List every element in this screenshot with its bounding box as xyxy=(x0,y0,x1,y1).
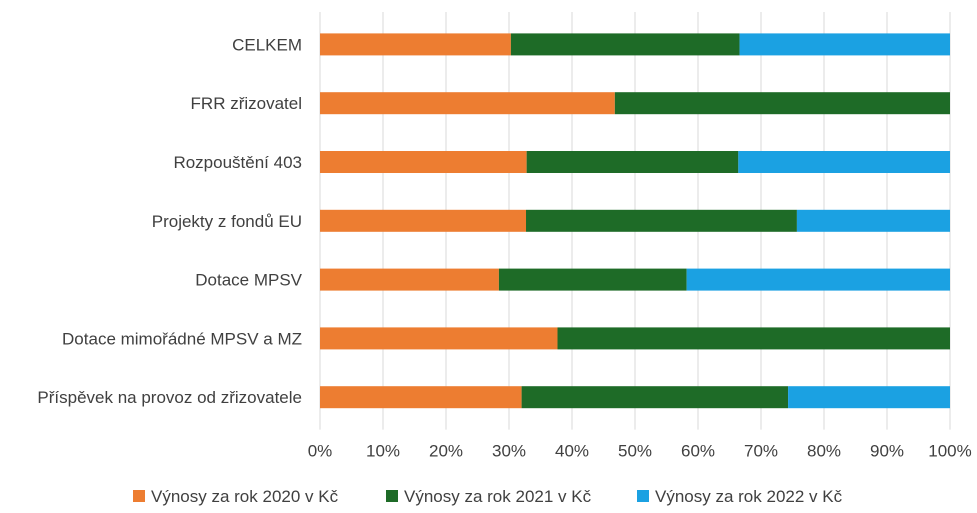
category-label: Rozpouštění 403 xyxy=(173,153,302,172)
bar-segment xyxy=(738,151,950,173)
x-tick-label: 20% xyxy=(429,442,463,461)
bar-segment xyxy=(526,151,739,173)
bar-segment xyxy=(320,33,511,56)
category-label: FRR zřizovatel xyxy=(191,94,302,113)
bar-segment xyxy=(320,327,558,350)
legend-item: Výnosy za rok 2020 v Kč xyxy=(133,487,339,506)
x-tick-label: 40% xyxy=(555,442,589,461)
x-tick-label: 10% xyxy=(366,442,400,461)
x-tick-label: 50% xyxy=(618,442,652,461)
x-tick-label: 30% xyxy=(492,442,526,461)
bar-segment xyxy=(739,33,950,56)
x-tick-label: 60% xyxy=(681,442,715,461)
x-tick-label: 80% xyxy=(807,442,841,461)
bar-segment xyxy=(510,33,740,56)
legend-swatch xyxy=(637,490,649,502)
bar-segment xyxy=(320,151,527,173)
legend-swatch xyxy=(133,490,145,502)
category-label: Dotace mimořádné MPSV a MZ xyxy=(62,329,302,348)
category-label: Projekty z fondů EU xyxy=(152,212,302,231)
bar-segment xyxy=(320,386,522,409)
legend-label: Výnosy za rok 2020 v Kč xyxy=(151,487,339,506)
category-label: Dotace MPSV xyxy=(195,271,302,290)
category-labels: CELKEM FRR zřizovatel Rozpouštění 403 Proje… xyxy=(37,35,302,407)
legend-label: Výnosy za rok 2021 v Kč xyxy=(404,487,592,506)
bar-segment xyxy=(686,268,950,291)
legend-label: Výnosy za rok 2022 v Kč xyxy=(655,487,843,506)
bar-segment xyxy=(614,92,950,115)
bar-segment xyxy=(557,327,950,350)
bar-segment xyxy=(498,268,687,291)
legend-item: Výnosy za rok 2022 v Kč xyxy=(637,487,843,506)
x-axis-tick-labels: 0% 10% 20% 30% 40% 50% 60% 70% 80% 90% 100% xyxy=(308,442,972,461)
bar-segment xyxy=(526,209,797,232)
x-tick-label: 100% xyxy=(928,442,971,461)
x-tick-label: 70% xyxy=(744,442,778,461)
x-tick-label: 90% xyxy=(870,442,904,461)
bar-segment xyxy=(320,209,527,232)
bar-segment xyxy=(521,386,789,409)
bars xyxy=(320,33,950,409)
bar-segment xyxy=(320,92,615,115)
category-label: CELKEM xyxy=(232,35,302,54)
legend-item: Výnosy za rok 2021 v Kč xyxy=(386,487,592,506)
bar-segment xyxy=(788,386,950,409)
x-tick-label: 0% xyxy=(308,442,333,461)
bar-segment xyxy=(320,268,499,291)
category-label: Příspěvek na provoz od zřizovatele xyxy=(37,388,302,407)
legend: Výnosy za rok 2020 v Kč Výnosy za rok 202… xyxy=(133,487,843,506)
legend-swatch xyxy=(386,490,398,502)
bar-segment xyxy=(796,209,950,232)
